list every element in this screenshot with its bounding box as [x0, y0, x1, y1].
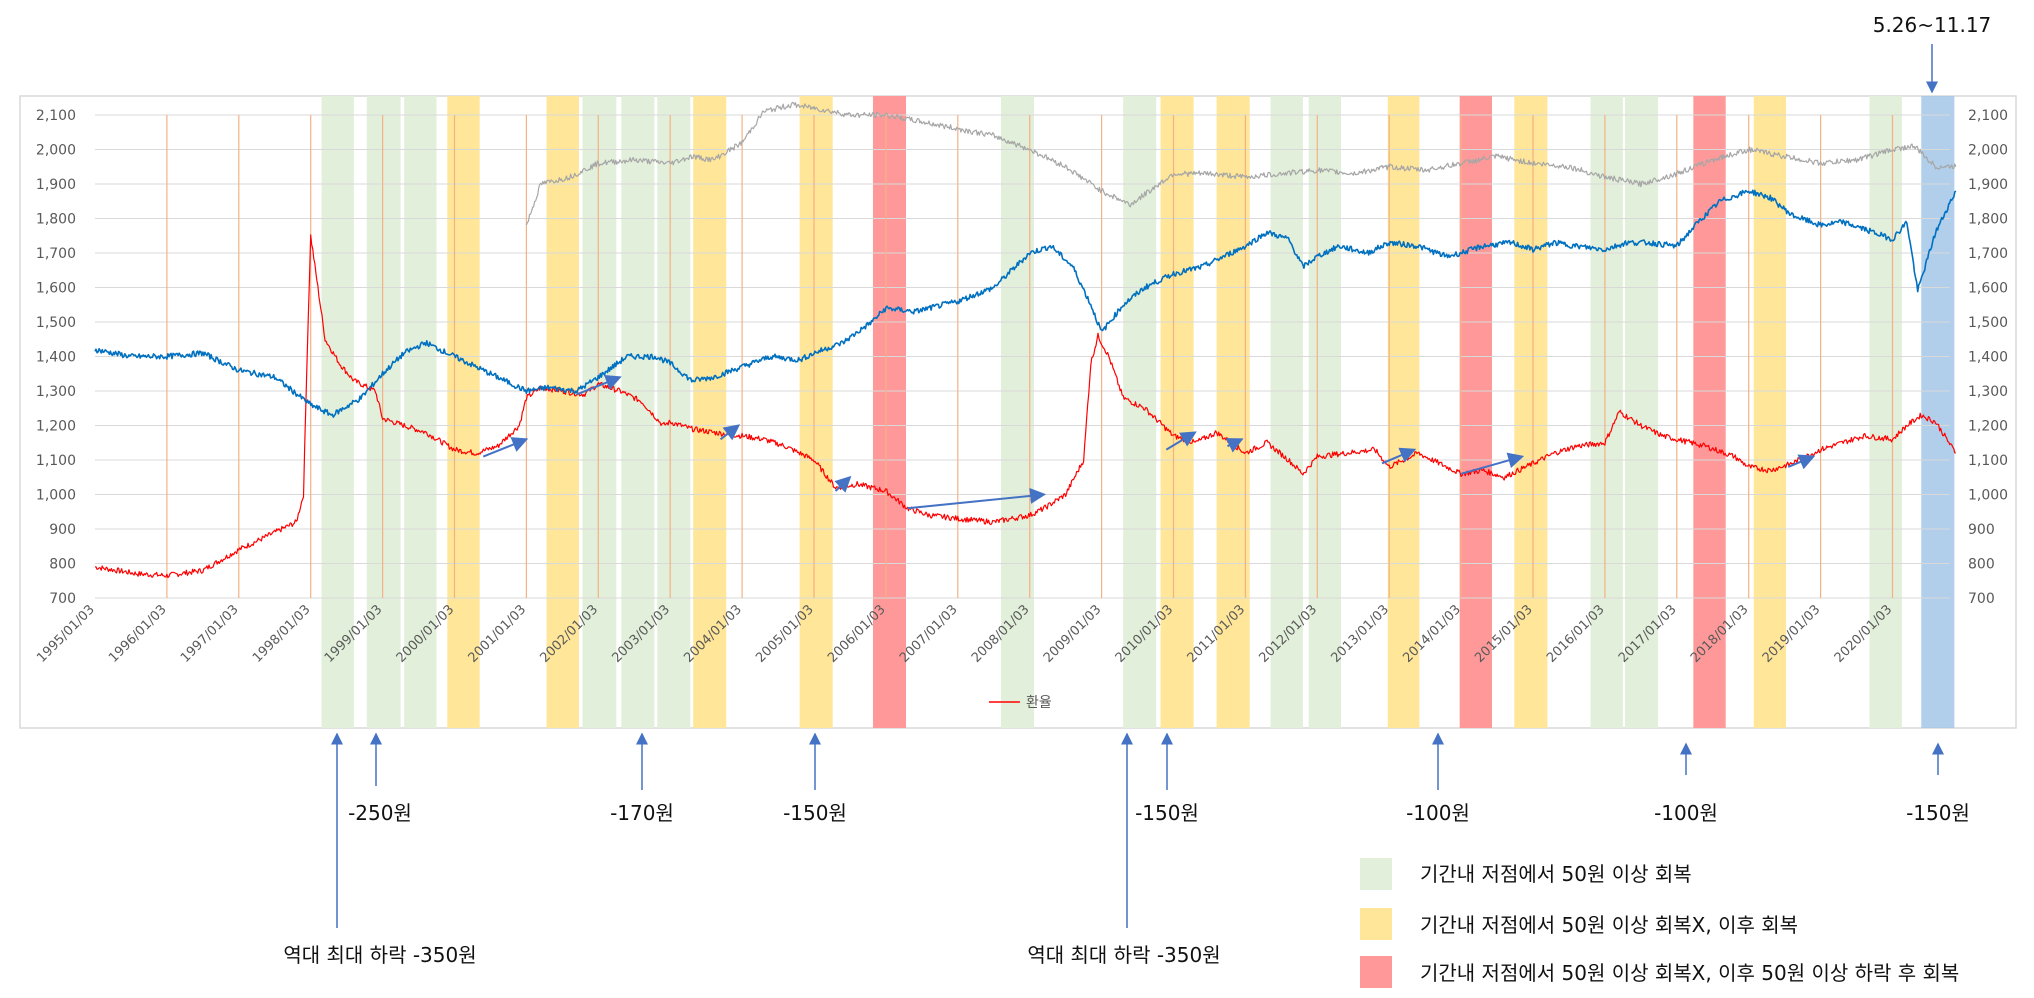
y-tick-label-left: 900: [49, 522, 76, 538]
drop-label-6: -150원: [1906, 801, 1970, 825]
y-tick-label-right: 900: [1968, 522, 1995, 538]
recovery-arrow-6: [1225, 438, 1244, 453]
recovery-arrow-9: [1787, 454, 1816, 470]
drop-label-1: -170원: [610, 801, 674, 825]
band-lightblue-25: [1921, 96, 1955, 728]
max-drop-label-1: 역대 최대 하락 -350원: [283, 943, 476, 967]
recovery-arrows: [482, 374, 1816, 510]
band-green-11: [1000, 96, 1035, 728]
band-yellow-17: [1387, 96, 1420, 728]
y-tick-label-right: 1,600: [1968, 281, 2008, 297]
y-tick-label-right: 2,000: [1968, 143, 2008, 159]
band-legend: 기간내 저점에서 50원 이상 회복 기간내 저점에서 50원 이상 회복X, …: [1360, 858, 1959, 988]
band-green-21: [1625, 96, 1659, 728]
legend-label-green: 기간내 저점에서 50원 이상 회복: [1420, 862, 1692, 886]
band-green-7: [657, 96, 691, 728]
band-green-15: [1270, 96, 1303, 728]
recovery-arrow-8: [1460, 452, 1525, 475]
y-tick-label-right: 1,000: [1968, 488, 2008, 504]
y-tick-label-right: 700: [1968, 591, 1995, 607]
series-line-1: [94, 189, 1957, 418]
drop-label-2: -150원: [783, 801, 847, 825]
y-tick-label-right: 1,100: [1968, 453, 2008, 469]
legend-swatch-pink: [1360, 956, 1392, 988]
y-tick-label-left: 700: [49, 591, 76, 607]
y-tick-label-right: 1,500: [1968, 315, 2008, 331]
series-line-2: [525, 101, 1957, 226]
band-green-6: [621, 96, 655, 728]
y-tick-label-right: 1,400: [1968, 350, 2008, 366]
band-yellow-14: [1216, 96, 1250, 728]
band-yellow-8: [693, 96, 727, 728]
legend-label-pink: 기간내 저점에서 50원 이상 회복X, 이후 50원 이상 하락 후 회복: [1420, 961, 1959, 985]
y-tick-label-left: 1,300: [36, 384, 76, 400]
y-axis-left: 700 800 900 1,000 1,100 1,200 1,300 1,400 1,500 1…: [36, 108, 76, 607]
y-tick-label-left: 1,500: [36, 315, 76, 331]
y-tick-label-right: 1,900: [1968, 177, 2008, 193]
band-green-16: [1308, 96, 1342, 728]
top-period-label: 5.26~11.17: [1873, 13, 1992, 37]
y-tick-label-right: 1,200: [1968, 419, 2008, 435]
y-tick-label-left: 800: [49, 557, 76, 573]
band-pink-10: [872, 96, 907, 728]
legend-label-yellow: 기간내 저점에서 50원 이상 회복X, 이후 회복: [1420, 913, 1798, 937]
band-green-1: [366, 96, 401, 728]
period-bands: [321, 96, 1955, 728]
series-legend: 환율: [989, 695, 1052, 711]
y-tick-label-left: 1,700: [36, 246, 76, 262]
recovery-arrow-5: [1165, 431, 1197, 451]
band-green-24: [1869, 96, 1902, 728]
y-tick-label-right: 1,800: [1968, 212, 2008, 228]
drop-label-3: -150원: [1135, 801, 1199, 825]
band-yellow-23: [1753, 96, 1787, 728]
band-yellow-3: [447, 96, 480, 728]
band-pink-22: [1693, 96, 1726, 728]
band-green-2: [404, 96, 437, 728]
legend-swatch-green: [1360, 858, 1392, 890]
band-yellow-19: [1514, 96, 1548, 728]
y-tick-label-left: 1,100: [36, 453, 76, 469]
series-line-0: [94, 234, 1956, 579]
y-tick-label-right: 1,300: [1968, 384, 2008, 400]
y-tick-label-left: 2,100: [36, 108, 76, 124]
legend-swatch-yellow: [1360, 908, 1392, 940]
y-tick-label-left: 1,800: [36, 212, 76, 228]
band-green-20: [1590, 96, 1623, 728]
drop-label-5: -100원: [1654, 801, 1718, 825]
band-green-12: [1123, 96, 1157, 728]
band-green-5: [582, 96, 617, 728]
y-tick-label-right: 1,700: [1968, 246, 2008, 262]
band-pink-18: [1459, 96, 1493, 728]
y-tick-label-right: 800: [1968, 557, 1995, 573]
drop-label-0: -250원: [348, 801, 412, 825]
recovery-arrow-7: [1381, 447, 1417, 465]
band-yellow-13: [1160, 96, 1194, 728]
recovery-arrow-3: [834, 475, 852, 493]
y-tick-label-left: 1,200: [36, 419, 76, 435]
band-yellow-4: [546, 96, 579, 728]
recovery-arrow-1: [576, 374, 622, 396]
y-tick-label-left: 2,000: [36, 143, 76, 159]
y-tick-label-left: 1,400: [36, 350, 76, 366]
recovery-arrow-0: [482, 437, 529, 458]
max-drop-label-2: 역대 최대 하락 -350원: [1027, 943, 1220, 967]
y-tick-label-left: 1,600: [36, 281, 76, 297]
drop-label-4: -100원: [1406, 801, 1470, 825]
y-tick-label-left: 1,000: [36, 488, 76, 504]
series-lines: [94, 101, 1957, 579]
recovery-arrow-2: [719, 424, 741, 441]
annotations: 5.26~11.17 역대 최대 하락 -350원 역대 최대 하락 -350원…: [283, 13, 1991, 967]
legend-series-label: 환율: [1026, 695, 1052, 711]
y-axis-right: 700 800 900 1,000 1,100 1,200 1,300 1,400 1,500 1…: [1968, 108, 2008, 607]
year-marker-lines: [166, 115, 1894, 598]
y-tick-label-left: 1,900: [36, 177, 76, 193]
band-yellow-9: [799, 96, 833, 728]
recovery-arrow-4: [907, 487, 1047, 510]
y-tick-label-right: 2,100: [1968, 108, 2008, 124]
